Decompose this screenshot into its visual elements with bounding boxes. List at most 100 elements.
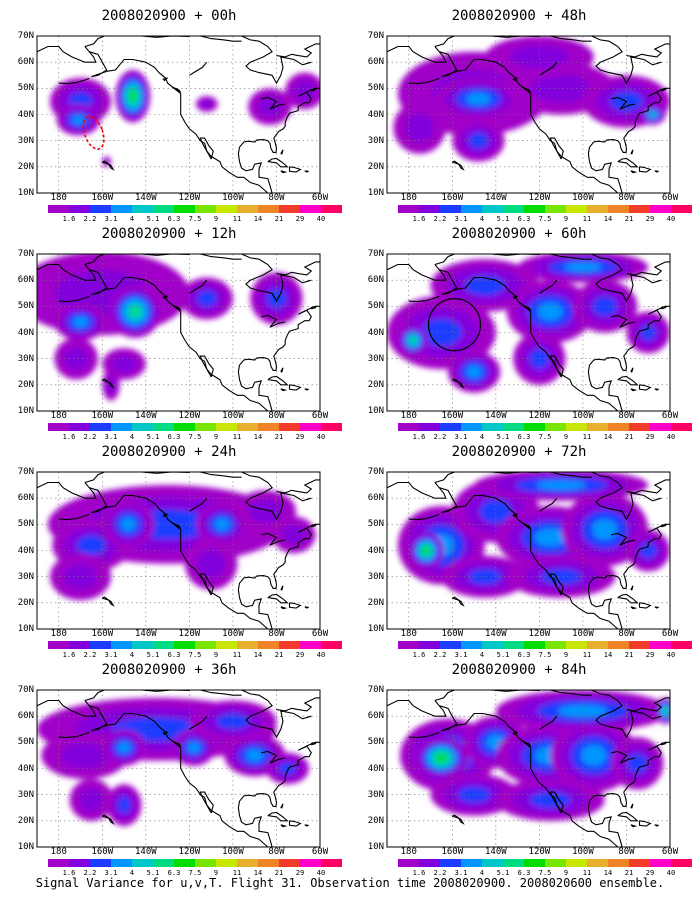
colorbar-swatch bbox=[174, 205, 195, 213]
colorbar-swatch bbox=[482, 205, 503, 213]
signal-contour bbox=[63, 563, 98, 590]
colorbar-label: 11 bbox=[232, 215, 242, 223]
signal-contour bbox=[117, 742, 131, 753]
colorbar bbox=[48, 205, 342, 213]
coastline bbox=[276, 261, 320, 276]
coastline bbox=[102, 378, 115, 389]
colorbar-label: 14 bbox=[253, 433, 263, 441]
coastline bbox=[549, 791, 564, 814]
colorbar-swatch bbox=[587, 641, 608, 649]
coastline bbox=[189, 497, 208, 512]
colorbar-label: 21 bbox=[274, 433, 284, 441]
coastline bbox=[189, 279, 208, 294]
lon-tick-label: 60W bbox=[661, 629, 679, 639]
lat-tick-label: 60N bbox=[367, 711, 384, 722]
coastline bbox=[171, 86, 182, 93]
coastline bbox=[304, 606, 310, 609]
coastline bbox=[199, 791, 214, 814]
lat-tick-label: 70N bbox=[17, 31, 34, 41]
colorbar-swatch bbox=[608, 641, 629, 649]
colorbar bbox=[398, 859, 692, 867]
coastline bbox=[549, 573, 564, 596]
signal-contour bbox=[112, 355, 136, 373]
coastline bbox=[241, 472, 312, 521]
colorbar-label: 9 bbox=[563, 433, 569, 441]
coastline bbox=[630, 803, 634, 809]
colorbar-swatch bbox=[321, 423, 342, 431]
coastline bbox=[322, 302, 335, 314]
colorbar-swatch bbox=[545, 205, 566, 213]
colorbar-label: 6.3 bbox=[517, 433, 531, 441]
colorbar-swatch bbox=[279, 423, 300, 431]
colorbar-label: 21 bbox=[624, 869, 634, 877]
lon-tick-label: 60W bbox=[661, 847, 679, 857]
colorbar-swatch bbox=[237, 423, 258, 431]
colorbar-label: 9 bbox=[213, 433, 219, 441]
coastline bbox=[630, 388, 638, 392]
colorbar-swatch bbox=[258, 205, 279, 213]
coastline bbox=[521, 304, 532, 311]
colorbar-swatch bbox=[195, 641, 216, 649]
colorbar-label: 29 bbox=[645, 215, 655, 223]
lon-tick-label: 160W bbox=[91, 193, 114, 203]
lon-tick-label: 160W bbox=[441, 411, 464, 421]
colorbar-label: 40 bbox=[316, 433, 326, 441]
coastline bbox=[654, 388, 660, 391]
signal-contour bbox=[258, 96, 282, 117]
colorbar-swatch bbox=[398, 641, 419, 649]
panel-title: 2008020900 + 48h bbox=[451, 8, 587, 24]
map-panel-24h: 2008020900 + 24h 70N 60N 50N 40N 30N 20N 10N 180… bbox=[4, 442, 349, 660]
colorbar-label: 11 bbox=[232, 869, 242, 877]
coastline bbox=[261, 314, 286, 328]
lon-tick-label: 160W bbox=[441, 847, 464, 857]
coastline bbox=[539, 61, 558, 76]
signal-contour bbox=[537, 302, 563, 321]
lon-tick-label: 120W bbox=[528, 847, 551, 857]
lat-tick-label: 40N bbox=[367, 109, 384, 120]
colorbar-swatch bbox=[482, 641, 503, 649]
colorbar-label: 21 bbox=[624, 433, 634, 441]
colorbar-label: 7.5 bbox=[188, 433, 202, 441]
coastline bbox=[162, 295, 168, 300]
colorbar-swatch bbox=[258, 641, 279, 649]
map-plot bbox=[386, 35, 671, 194]
colorbar-swatch bbox=[440, 641, 461, 649]
colorbar-swatch bbox=[566, 641, 587, 649]
colorbar-label: 1.6 bbox=[62, 869, 76, 877]
colorbar-label: 2.2 bbox=[83, 215, 97, 223]
coastline bbox=[237, 87, 320, 193]
lon-tick-label: 60W bbox=[311, 193, 329, 203]
coastline bbox=[672, 738, 685, 750]
coastline bbox=[549, 137, 564, 160]
colorbar bbox=[398, 641, 692, 649]
colorbar-swatch bbox=[566, 423, 587, 431]
colorbar-label: 40 bbox=[666, 433, 676, 441]
panel-title: 2008020900 + 60h bbox=[451, 226, 587, 242]
lon-tick-label: 100W bbox=[222, 629, 244, 639]
coastline bbox=[322, 520, 335, 532]
colorbar-label: 2.2 bbox=[433, 651, 447, 659]
coastline bbox=[288, 602, 302, 609]
colorbar-label: 7.5 bbox=[188, 215, 202, 223]
colorbar-swatch bbox=[258, 859, 279, 867]
coastline bbox=[630, 170, 638, 174]
map-panel-48h: 2008020900 + 48h 70N 60N 50N 40N 30N 20N 10N 180… bbox=[354, 6, 699, 224]
colorbar-label: 6.3 bbox=[517, 869, 531, 877]
map-frame bbox=[386, 689, 671, 848]
colorbar-label: 29 bbox=[295, 651, 305, 659]
lon-tick-label: 140W bbox=[485, 411, 507, 421]
lat-tick-label: 70N bbox=[17, 685, 34, 695]
colorbar-label: 4 bbox=[479, 215, 485, 223]
colorbar-label: 6.3 bbox=[167, 651, 181, 659]
colorbar-label: 11 bbox=[232, 651, 242, 659]
coastline bbox=[611, 96, 636, 110]
lat-tick-label: 20N bbox=[367, 161, 384, 172]
coastline bbox=[591, 690, 662, 739]
coastline bbox=[189, 715, 208, 730]
colorbar-swatch bbox=[524, 423, 545, 431]
colorbar-label: 21 bbox=[624, 215, 634, 223]
coastline bbox=[550, 690, 592, 696]
map-frame bbox=[36, 471, 321, 630]
coastline bbox=[304, 170, 310, 173]
coastline bbox=[512, 513, 518, 518]
